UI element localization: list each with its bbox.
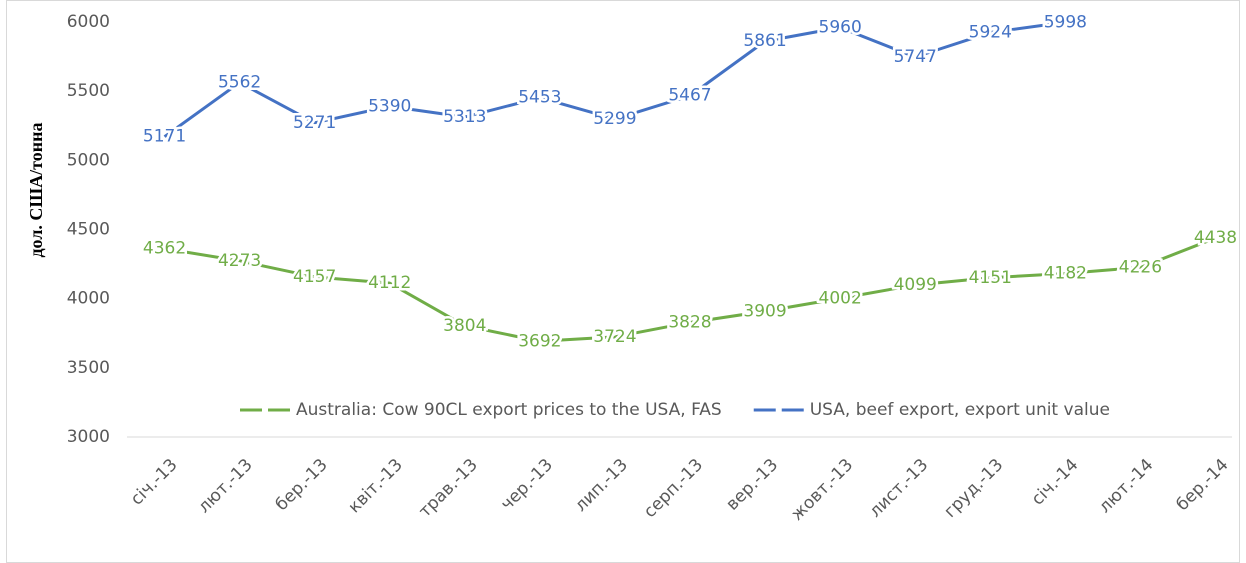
x-tick-label: жовт.-13 [787,455,857,525]
data-label: 5861 [743,31,786,51]
x-tick-label: серп.-13 [640,455,707,522]
data-label: 4273 [218,251,261,271]
x-tick-label: бер.-13 [272,455,332,515]
data-label: 5271 [293,113,336,133]
data-label: 5562 [218,73,261,93]
x-tick-label: бер.-14 [1173,455,1233,515]
series-line [163,20,1066,138]
y-tick-label: 4500 [67,220,110,240]
data-label: 5960 [819,18,862,38]
data-label: 4182 [1044,263,1087,283]
x-tick-label: трав.-13 [415,455,482,522]
y-tick-label: 6000 [67,12,110,32]
legend-label: Australia: Cow 90CL export prices to the… [296,400,722,420]
y-tick-label: 3000 [67,427,110,447]
data-label: 5924 [969,23,1012,43]
data-label: 4099 [894,275,937,295]
data-label: 4002 [819,288,862,308]
data-label: 4226 [1119,257,1162,277]
x-tick-label: січ.-14 [1028,455,1083,510]
x-tick-label: вер.-13 [722,455,782,515]
data-label: 5313 [443,107,486,127]
data-label: 3828 [668,312,711,332]
data-label: 5453 [518,88,561,108]
series-line [164,236,1217,343]
data-label: 3724 [593,327,636,347]
data-label: 5299 [593,109,636,129]
x-tick-label: квіт.-13 [345,455,407,517]
data-label: 3804 [443,316,486,336]
x-tick-label: січ.-13 [127,455,182,510]
y-tick-label: 4000 [67,289,110,309]
data-label: 3909 [743,301,786,321]
data-label: 4112 [368,273,411,293]
data-label: 3692 [518,331,561,351]
x-tick-label: лип.-13 [571,455,632,516]
data-label: 4438 [1194,228,1237,248]
data-label: 5390 [368,96,411,116]
data-label: 4362 [143,239,186,259]
data-label: 5747 [894,47,937,67]
y-axis-title: дол. США/тонна [26,122,46,257]
y-tick-label: 3500 [67,358,110,378]
y-tick-label: 5500 [67,81,110,101]
x-tick-label: лист.-13 [866,455,933,522]
x-tick-label: лют.-14 [1095,455,1157,517]
data-label: 5998 [1044,12,1087,32]
data-label: 5467 [668,86,711,106]
y-tick-label: 5000 [67,150,110,170]
x-tick-label: чер.-13 [497,455,557,515]
data-label: 5171 [143,127,186,147]
x-tick-label: груд.-13 [940,455,1007,522]
data-label: 4157 [293,267,336,287]
x-tick-label: лют.-13 [194,455,256,517]
data-label: 4151 [969,268,1012,288]
legend-label: USA, beef export, export unit value [810,400,1110,420]
